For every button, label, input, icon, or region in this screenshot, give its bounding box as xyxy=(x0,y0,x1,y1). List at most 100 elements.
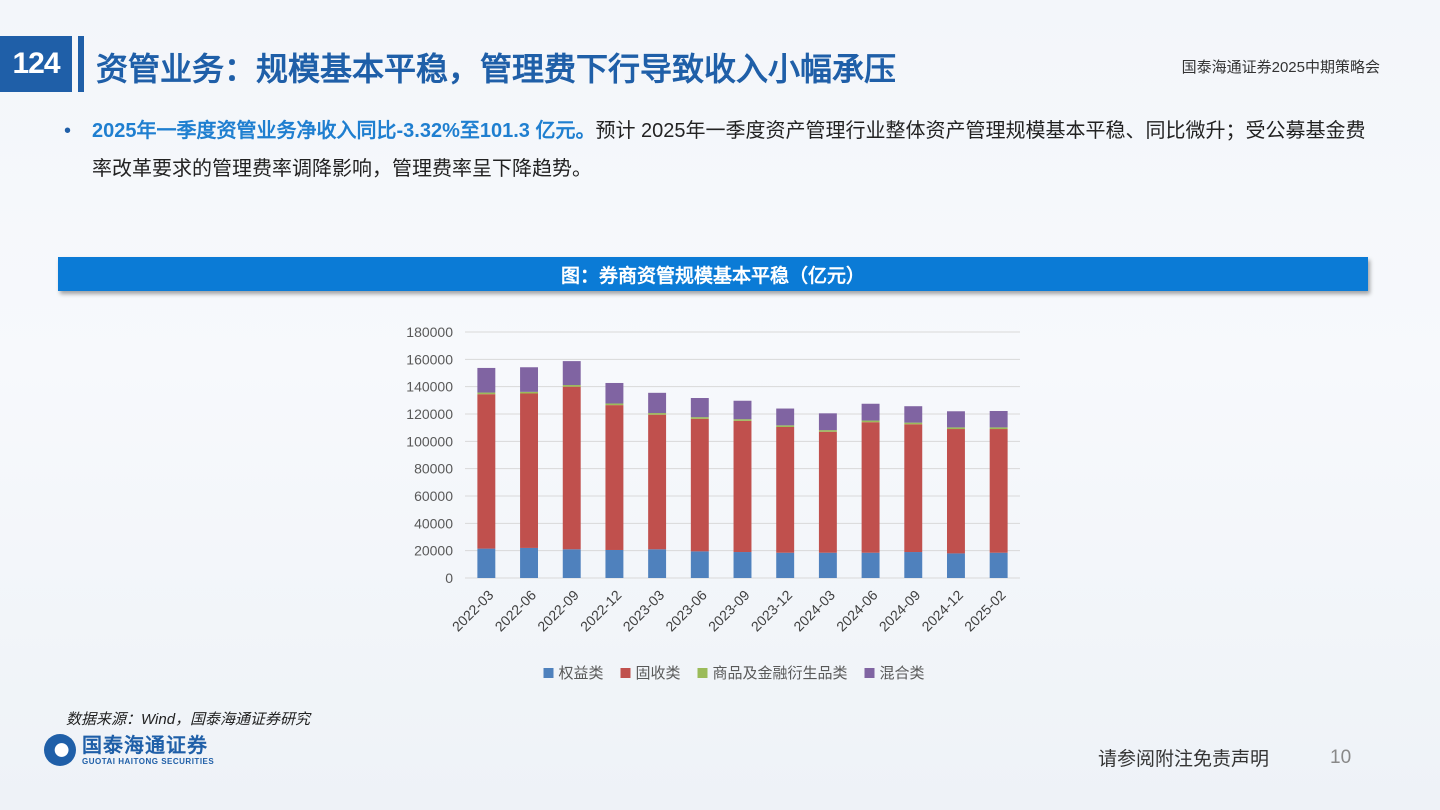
bar-2024-03-series-1 xyxy=(818,431,837,553)
stacked-bar-chart: 0 20000 40000 60000 80000 100000 120000 140000 1… xyxy=(406,324,1020,682)
legend-swatch xyxy=(620,668,631,678)
bar-2022-12-series-0 xyxy=(605,549,624,578)
bar-2023-09-series-1 xyxy=(733,420,752,553)
y-tick-label: 140000 xyxy=(406,379,453,395)
summary-bullet: • 2025年一季度资管业务净收入同比-3.32%至101.3 亿元。预计 20… xyxy=(64,112,1384,188)
bullet-text: 2025年一季度资管业务净收入同比-3.32%至101.3 亿元。预计 2025… xyxy=(92,112,1384,188)
bar-2023-06-series-3 xyxy=(690,398,709,418)
x-tick-label: 2024-06 xyxy=(833,587,881,635)
x-tick-label: 2022-12 xyxy=(577,587,625,635)
legend-label: 商品及金融衍生品类 xyxy=(713,665,848,682)
bar-2022-09-series-3 xyxy=(562,361,581,386)
x-tick-label: 2024-12 xyxy=(918,587,966,635)
y-tick-label: 40000 xyxy=(414,515,453,531)
data-source: 数据来源：Wind，国泰海通证券研究 xyxy=(66,711,311,728)
bar-2022-12-series-3 xyxy=(605,382,624,404)
bar-2022-03-series-3 xyxy=(477,367,496,393)
bar-2023-03-series-0 xyxy=(648,549,667,578)
x-tick-label: 2023-06 xyxy=(662,587,710,635)
bar-2023-06-series-1 xyxy=(690,418,709,552)
y-tick-label: 20000 xyxy=(414,543,453,559)
y-tick-label: 160000 xyxy=(406,351,453,367)
bar-2024-09-series-0 xyxy=(904,552,923,578)
slide-number: 124 xyxy=(0,36,72,92)
page-title: 资管业务：规模基本平稳，管理费下行导致收入小幅承压 xyxy=(96,51,897,87)
title-accent-bar xyxy=(78,36,84,92)
bullet-highlight: 2025年一季度资管业务净收入同比-3.32%至101.3 亿元。 xyxy=(92,120,596,142)
bar-2024-06-series-0 xyxy=(861,552,880,578)
legend-swatch xyxy=(697,668,708,678)
legend-swatch xyxy=(543,668,554,678)
bar-2023-09-series-0 xyxy=(733,552,752,578)
figure-title: 图：券商资管规模基本平稳（亿元） xyxy=(58,257,1368,291)
disclaimer-link[interactable]: 请参阅附注免责声明 xyxy=(1098,749,1270,770)
x-tick-label: 2024-03 xyxy=(790,587,838,635)
legend-label: 权益类 xyxy=(559,665,604,682)
bar-2024-06-series-3 xyxy=(861,403,880,421)
bar-2022-12-series-1 xyxy=(605,405,624,550)
bullet-dot: • xyxy=(64,120,72,142)
bar-2023-12-series-1 xyxy=(776,426,795,553)
bar-2025-02-series-2 xyxy=(989,427,1008,430)
company-logo: 国泰海通证券 GUOTAI HAITONG SECURITIES xyxy=(44,734,214,766)
bar-2022-06-series-1 xyxy=(520,393,539,548)
legend-label: 混合类 xyxy=(880,665,925,682)
bar-2023-03-series-3 xyxy=(648,392,667,414)
bar-2024-12-series-0 xyxy=(946,553,965,578)
x-tick-label: 2022-09 xyxy=(534,587,582,635)
bar-2025-02-series-3 xyxy=(989,410,1008,428)
bar-2024-09-series-1 xyxy=(904,424,923,553)
y-tick-label: 120000 xyxy=(406,406,453,422)
bar-2023-03-series-1 xyxy=(648,414,667,550)
logo-text: 国泰海通证券 GUOTAI HAITONG SECURITIES xyxy=(82,735,214,766)
bar-2023-09-series-3 xyxy=(733,400,752,420)
bar-2022-06-series-3 xyxy=(520,367,539,392)
bar-2023-12-series-2 xyxy=(776,425,795,427)
bar-2023-12-series-3 xyxy=(776,408,795,426)
bar-2022-09-series-2 xyxy=(562,385,581,387)
bar-2022-06-series-2 xyxy=(520,391,539,394)
logo-cn: 国泰海通证券 xyxy=(82,734,208,757)
bar-2024-09-series-3 xyxy=(904,406,923,423)
bar-2022-03-series-0 xyxy=(477,548,496,578)
bar-2025-02-series-1 xyxy=(989,429,1008,553)
bar-2024-12-series-3 xyxy=(946,411,965,428)
logo-mark-icon xyxy=(44,734,76,766)
bar-2024-12-series-1 xyxy=(946,429,965,554)
y-tick-label: 0 xyxy=(445,570,453,586)
page-number: 10 xyxy=(1330,747,1352,768)
bar-2022-03-series-1 xyxy=(477,394,496,549)
bar-2024-03-series-3 xyxy=(818,413,837,431)
event-name: 国泰海通证券2025中期策略会 xyxy=(1181,59,1380,76)
x-tick-label: 2022-06 xyxy=(492,587,540,635)
bar-2023-06-series-0 xyxy=(690,551,709,578)
bar-2025-02-series-0 xyxy=(989,552,1008,578)
legend-label: 固收类 xyxy=(636,665,681,682)
bar-2023-03-series-2 xyxy=(648,413,667,415)
x-tick-label: 2023-03 xyxy=(620,587,668,635)
x-tick-label: 2024-09 xyxy=(876,587,924,635)
y-tick-label: 100000 xyxy=(406,433,453,449)
y-tick-label: 180000 xyxy=(406,324,453,340)
bar-2022-06-series-0 xyxy=(520,547,539,578)
bar-2023-09-series-2 xyxy=(733,419,752,421)
bar-2024-03-series-2 xyxy=(818,430,837,432)
bar-2022-09-series-1 xyxy=(562,386,581,550)
y-tick-label: 80000 xyxy=(414,461,453,477)
x-tick-label: 2022-03 xyxy=(449,587,497,635)
logo-en: GUOTAI HAITONG SECURITIES xyxy=(82,756,215,766)
x-tick-label: 2023-12 xyxy=(748,587,796,635)
bar-2023-06-series-2 xyxy=(690,417,709,419)
bar-2022-03-series-2 xyxy=(477,392,496,395)
x-tick-label: 2025-02 xyxy=(961,587,1009,635)
x-tick-label: 2023-09 xyxy=(705,587,753,635)
bar-2024-06-series-2 xyxy=(861,420,880,423)
bar-2022-09-series-0 xyxy=(562,549,581,578)
legend-swatch xyxy=(864,668,875,678)
bar-2023-12-series-0 xyxy=(776,552,795,578)
bar-2022-12-series-2 xyxy=(605,403,624,406)
bar-2024-06-series-1 xyxy=(861,422,880,553)
bar-2024-12-series-2 xyxy=(946,427,965,430)
bullet-rest: 预计 2025年一季度资产管理行业整体资产管理规模基本平稳、同比微升；受公募基金… xyxy=(92,120,1366,180)
bar-2024-03-series-0 xyxy=(818,552,837,578)
